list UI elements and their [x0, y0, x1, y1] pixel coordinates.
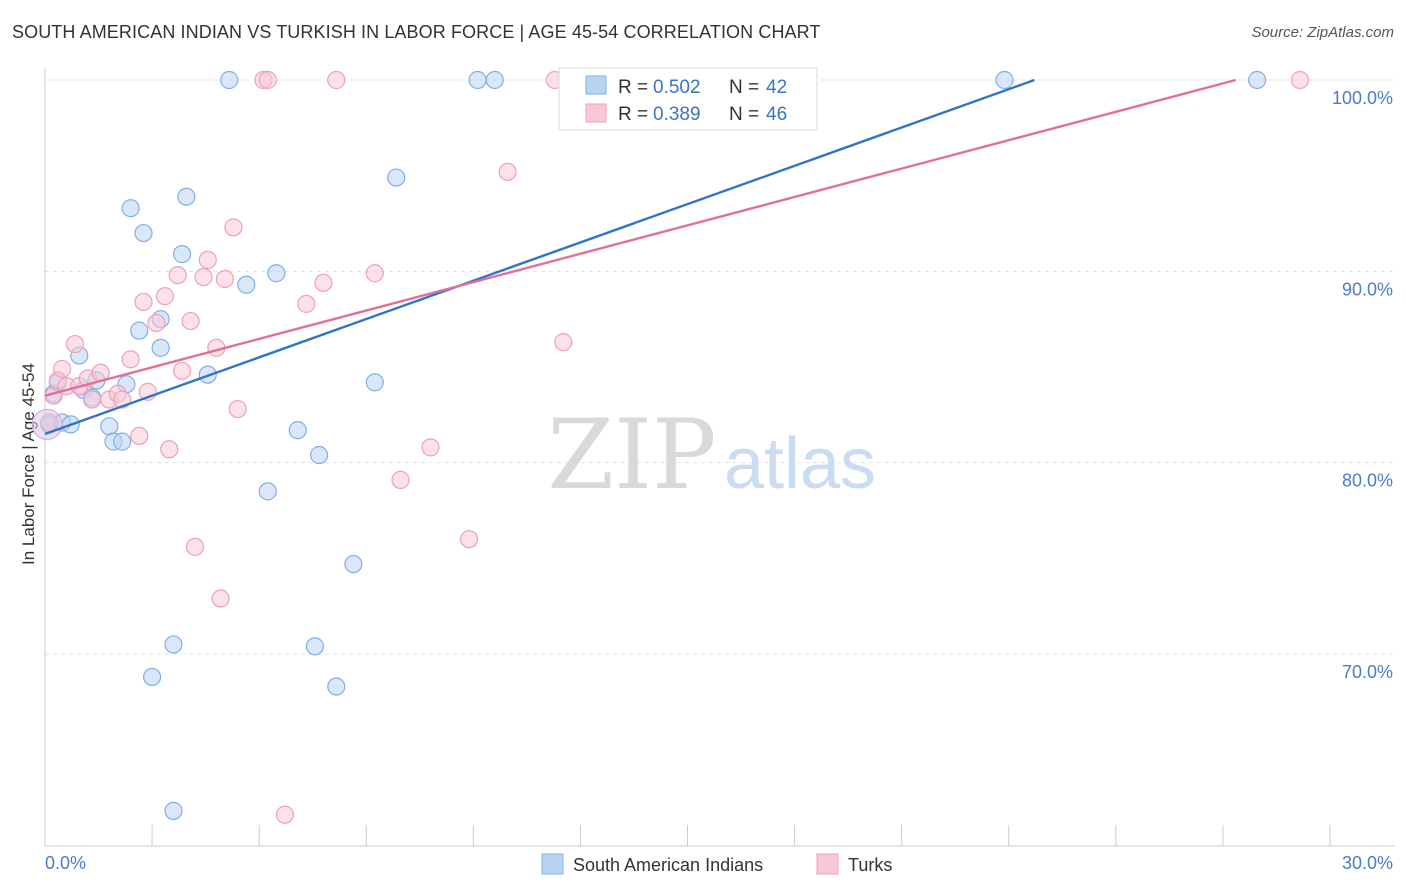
points-layer	[31, 70, 1310, 824]
turks-point	[459, 530, 479, 549]
turks-point	[160, 440, 179, 459]
turks-point	[172, 361, 192, 380]
turks-point	[194, 267, 213, 287]
chart-title: SOUTH AMERICAN INDIAN VS TURKISH IN LABO…	[12, 22, 821, 42]
turks-point	[147, 313, 166, 333]
turks-point	[130, 426, 149, 445]
south-american-indians-point	[387, 168, 406, 187]
south-american-indians-point	[365, 373, 384, 392]
turks-point	[365, 264, 384, 283]
south-american-indians-point	[177, 187, 196, 206]
stats-legend-n-value: 46	[766, 104, 787, 125]
south-american-indians-point	[258, 482, 277, 501]
south-american-indians-point	[237, 275, 256, 294]
turks-point	[297, 294, 316, 313]
turks-point	[1290, 70, 1310, 90]
south-american-indians-point	[164, 801, 183, 820]
turks-point	[228, 399, 247, 419]
cluster-point	[31, 408, 63, 440]
south-american-indians-point	[1248, 70, 1267, 90]
stats-legend: R = 0.502 N = 42 R = 0.389 N = 46	[558, 67, 818, 131]
stats-legend-n-value: 42	[766, 77, 787, 98]
turks-point	[258, 70, 277, 90]
south-american-indians-point	[121, 199, 140, 218]
y-tick-label: 100.0%	[1332, 88, 1393, 108]
stats-legend-r-value: 0.502	[653, 77, 701, 98]
legend-swatch-turks	[816, 853, 839, 875]
turks-point	[83, 390, 102, 409]
turks-point	[554, 333, 573, 352]
south-american-indians-point	[164, 635, 183, 654]
south-american-indians-point	[995, 70, 1014, 90]
x-tick-label: 30.0%	[1342, 853, 1393, 873]
south-american-indians-point	[142, 667, 162, 687]
turks-point	[181, 311, 200, 331]
turks-point	[198, 250, 217, 269]
y-tick-label: 80.0%	[1342, 471, 1393, 491]
turks-point	[65, 334, 85, 354]
turks-point	[134, 292, 153, 312]
turks-point	[155, 287, 175, 306]
watermark-atlas: atlas	[724, 424, 876, 504]
legend-label-south-american-indians: South American Indians	[573, 855, 763, 875]
south-american-indians-point	[112, 432, 132, 451]
south-american-indians-point	[172, 245, 192, 264]
watermark: ZIP atlas	[547, 399, 876, 511]
series-legend: South American Indians Turks	[541, 853, 892, 875]
south-american-indians-point	[267, 264, 286, 283]
turks-point	[314, 273, 333, 292]
south-american-indians-point	[468, 70, 487, 90]
south-american-indians-point	[327, 677, 346, 696]
south-american-indians-point	[220, 70, 239, 90]
axes-layer: 70.0% 80.0% 90.0% 100.0% 0.0% 30.0% In Labor F…	[19, 68, 1395, 873]
south-american-indians-point	[485, 70, 504, 90]
y-tick-label: 70.0%	[1342, 662, 1393, 682]
turks-point	[185, 537, 205, 556]
turks-point	[224, 218, 243, 237]
stats-legend-n-label: N =	[729, 77, 759, 98]
south-american-indians-point	[305, 637, 324, 656]
turks-trendline	[44, 78, 1237, 397]
south-american-indians-point	[344, 554, 363, 574]
turks-point	[211, 589, 230, 608]
stats-legend-r-label: R =	[618, 104, 648, 125]
turks-point	[275, 805, 294, 824]
turks-point	[121, 350, 140, 369]
stats-legend-r-label: R =	[618, 77, 648, 98]
south-american-indians-point	[310, 445, 329, 465]
south-american-indians-trendline	[44, 78, 1035, 436]
x-tick-label: 0.0%	[45, 853, 86, 873]
turks-point	[421, 438, 440, 457]
stats-legend-pink-swatch	[585, 103, 607, 123]
south-american-indians-point	[288, 421, 307, 440]
south-american-indians-point	[100, 417, 119, 436]
stats-legend-blue-swatch	[585, 75, 607, 95]
turks-point	[168, 266, 187, 285]
south-american-indians-point	[130, 321, 149, 340]
turks-point	[53, 359, 72, 379]
grid-layer	[45, 79, 1395, 655]
turks-point	[391, 470, 410, 489]
trend-layer	[44, 78, 1237, 436]
turks-point	[327, 70, 346, 90]
turks-point	[215, 269, 234, 289]
watermark-zip: ZIP	[547, 399, 716, 511]
stats-legend-n-label: N =	[729, 104, 759, 125]
legend-label-turks: Turks	[848, 855, 892, 875]
south-american-indians-point	[151, 338, 170, 357]
source-credit: Source: ZipAtlas.com	[1251, 24, 1394, 41]
south-american-indians-point	[134, 223, 153, 243]
y-tick-label: 90.0%	[1342, 279, 1393, 299]
stats-legend-r-value: 0.389	[653, 104, 701, 125]
legend-swatch-south-american-indians	[541, 853, 564, 875]
y-axis-label: In Labor Force | Age 45-54	[19, 363, 38, 565]
turks-point	[498, 162, 517, 181]
